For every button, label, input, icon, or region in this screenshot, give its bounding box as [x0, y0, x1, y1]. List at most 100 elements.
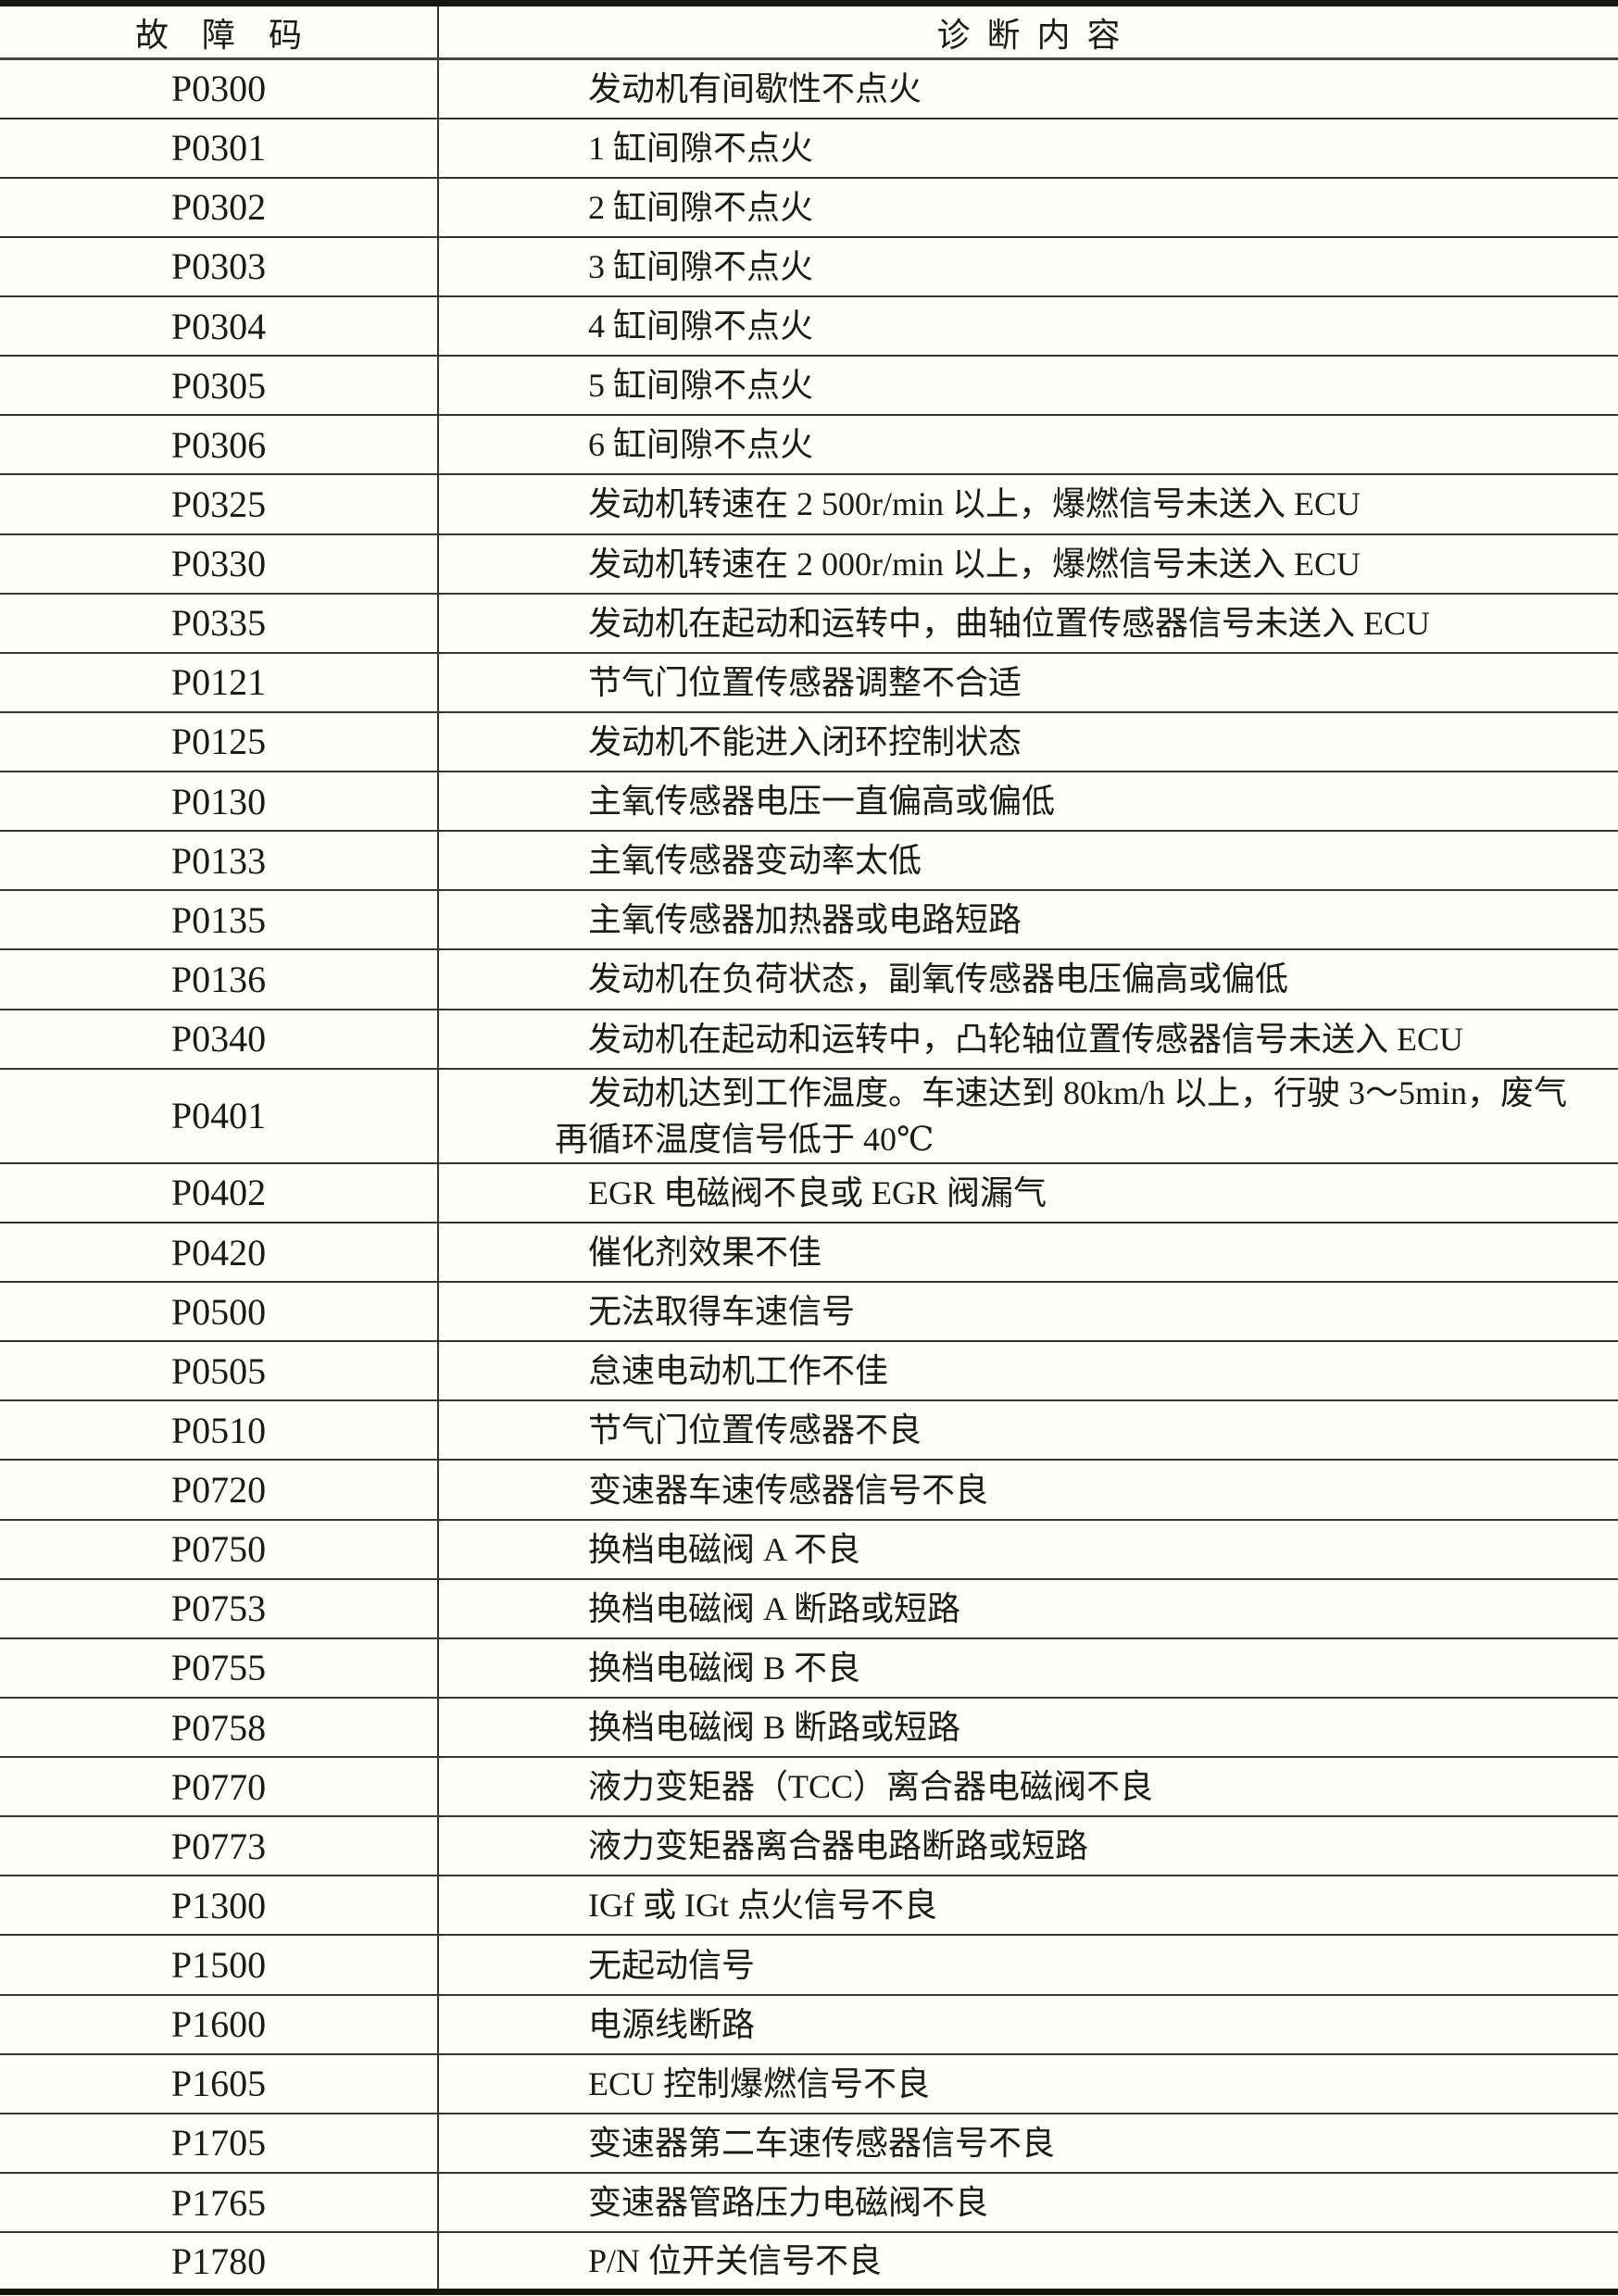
diagnosis-cell: 液力变矩器（TCC）离合器电磁阀不良 [438, 1757, 1618, 1818]
fault-code-cell: P0420 [0, 1222, 439, 1284]
table-row: P0305 5 缸间隙不点火 [0, 356, 1618, 417]
table-row: P0753 换档电磁阀 A 断路或短路 [0, 1578, 1618, 1639]
table-row: P0301 1 缸间隙不点火 [0, 118, 1618, 179]
table-row: P0133 主氧传感器变动率太低 [0, 831, 1618, 892]
diagnosis-cell: 无起动信号 [438, 1935, 1618, 1996]
diagnosis-cell: 怠速电动机工作不佳 [438, 1341, 1618, 1402]
diagnosis-cell: 2 缸间隙不点火 [438, 177, 1618, 238]
table-row: P0304 4 缸间隙不点火 [0, 296, 1618, 358]
fault-code-cell: P0136 [0, 949, 439, 1010]
fault-code-cell: P0510 [0, 1400, 439, 1462]
table-row: P0500 无法取得车速信号 [0, 1282, 1618, 1343]
diagnosis-cell: ECU 控制爆燃信号不良 [438, 2053, 1618, 2114]
fault-code-cell: P0755 [0, 1637, 439, 1699]
fault-code-cell: P1765 [0, 2172, 439, 2234]
table-row: P1605 ECU 控制爆燃信号不良 [0, 2053, 1618, 2114]
diagnosis-cell: 换档电磁阀 B 断路或短路 [438, 1697, 1618, 1759]
table-row: P0303 3 缸间隙不点火 [0, 236, 1618, 298]
table-row: P0510 节气门位置传感器不良 [0, 1400, 1618, 1462]
table-row: P0306 6 缸间隙不点火 [0, 415, 1618, 476]
table-row: P0750 换档电磁阀 A 不良 [0, 1519, 1618, 1580]
table-row: P1300 IGf 或 IGt 点火信号不良 [0, 1876, 1618, 1937]
fault-code-cell: P0401 [0, 1068, 439, 1164]
table-header-row: 故障码 诊断内容 [0, 3, 1618, 60]
table-row: P0401 发动机达到工作温度。车速达到 80km/h 以上，行驶 3～5min… [0, 1068, 1618, 1164]
table-row: P0135 主氧传感器加热器或电路短路 [0, 890, 1618, 951]
table-body: P0300 发动机有间歇性不点火 P0301 1 缸间隙不点火 P0302 2 … [0, 58, 1618, 2293]
fault-code-cell: P0305 [0, 356, 439, 417]
table-row: P0121 节气门位置传感器调整不合适 [0, 652, 1618, 713]
fault-code-cell: P0300 [0, 58, 439, 119]
table-row: P0330 发动机转速在 2 000r/min 以上，爆燃信号未送入 ECU [0, 533, 1618, 595]
fault-code-cell: P0340 [0, 1009, 439, 1070]
diagnosis-cell: 发动机在负荷状态，副氧传感器电压偏高或偏低 [438, 949, 1618, 1010]
table-row: P0340 发动机在起动和运转中，凸轮轴位置传感器信号未送入 ECU [0, 1009, 1618, 1070]
diagnosis-cell: 变速器管路压力电磁阀不良 [438, 2172, 1618, 2234]
table-row: P0420 催化剂效果不佳 [0, 1222, 1618, 1284]
table-row: P0130 主氧传感器电压一直偏高或偏低 [0, 772, 1618, 833]
fault-code-cell: P0301 [0, 118, 439, 179]
fault-code-cell: P0330 [0, 533, 439, 595]
fault-code-cell: P1705 [0, 2113, 439, 2174]
table-row: P0335 发动机在起动和运转中，曲轴位置传感器信号未送入 ECU [0, 593, 1618, 654]
diagnosis-cell: 节气门位置传感器调整不合适 [438, 652, 1618, 713]
table-row: P0505 怠速电动机工作不佳 [0, 1341, 1618, 1402]
diagnosis-cell: 发动机不能进入闭环控制状态 [438, 711, 1618, 773]
fault-code-cell: P0121 [0, 652, 439, 713]
diagnosis-cell: 换档电磁阀 A 断路或短路 [438, 1578, 1618, 1639]
diagnosis-cell: 节气门位置传感器不良 [438, 1400, 1618, 1462]
diagnosis-cell: 催化剂效果不佳 [438, 1222, 1618, 1284]
fault-code-cell: P0753 [0, 1578, 439, 1639]
fault-code-cell: P0770 [0, 1757, 439, 1818]
fault-code-cell: P0325 [0, 474, 439, 535]
table-row: P0125 发动机不能进入闭环控制状态 [0, 711, 1618, 773]
fault-code-cell: P0302 [0, 177, 439, 238]
fault-code-cell: P1780 [0, 2232, 439, 2293]
table-row: P0720 变速器车速传感器信号不良 [0, 1460, 1618, 1521]
fault-code-cell: P0750 [0, 1519, 439, 1580]
diagnosis-cell: 1 缸间隙不点火 [438, 118, 1618, 179]
diagnosis-cell: IGf 或 IGt 点火信号不良 [438, 1876, 1618, 1937]
table-row: P0755 换档电磁阀 B 不良 [0, 1637, 1618, 1699]
diagnosis-cell: 换档电磁阀 A 不良 [438, 1519, 1618, 1580]
diagnosis-cell: 无法取得车速信号 [438, 1282, 1618, 1343]
header-label-fault-code: 故障码 [134, 16, 335, 54]
diagnosis-cell: 主氧传感器变动率太低 [438, 831, 1618, 892]
fault-code-cell: P1600 [0, 1994, 439, 2055]
table-row: P0136 发动机在负荷状态，副氧传感器电压偏高或偏低 [0, 949, 1618, 1010]
table-row: P0325 发动机转速在 2 500r/min 以上，爆燃信号未送入 ECU [0, 474, 1618, 535]
fault-code-cell: P0303 [0, 236, 439, 298]
diagnosis-cell: 液力变矩器离合器电路断路或短路 [438, 1816, 1618, 1877]
diagnosis-cell: 主氧传感器加热器或电路短路 [438, 890, 1618, 951]
table-row: P1780 P/N 位开关信号不良 [0, 2232, 1618, 2293]
fault-code-cell: P0130 [0, 772, 439, 833]
header-label-diagnosis: 诊断内容 [936, 16, 1137, 54]
table-row: P0402 EGR 电磁阀不良或 EGR 阀漏气 [0, 1162, 1618, 1223]
diagnosis-cell: 发动机在起动和运转中，凸轮轴位置传感器信号未送入 ECU [438, 1009, 1618, 1070]
diagnosis-cell: 发动机转速在 2 000r/min 以上，爆燃信号未送入 ECU [438, 533, 1618, 595]
diagnosis-cell: 发动机在起动和运转中，曲轴位置传感器信号未送入 ECU [438, 593, 1618, 654]
fault-code-cell: P0306 [0, 415, 439, 476]
fault-code-cell: P1500 [0, 1935, 439, 1996]
diagnosis-cell: 变速器车速传感器信号不良 [438, 1460, 1618, 1521]
header-cell-diagnosis: 诊断内容 [438, 3, 1618, 60]
fault-code-cell: P0773 [0, 1816, 439, 1877]
fault-code-cell: P0335 [0, 593, 439, 654]
table-row: P0770 液力变矩器（TCC）离合器电磁阀不良 [0, 1757, 1618, 1818]
diagnosis-cell: 发动机达到工作温度。车速达到 80km/h 以上，行驶 3～5min，废气 再循… [438, 1068, 1618, 1164]
fault-code-cell: P1605 [0, 2053, 439, 2114]
fault-code-cell: P0125 [0, 711, 439, 773]
table-row: P1500 无起动信号 [0, 1935, 1618, 1996]
diagnosis-cell: 5 缸间隙不点火 [438, 356, 1618, 417]
diagnosis-cell: P/N 位开关信号不良 [438, 2232, 1618, 2293]
diagnosis-cell: 换档电磁阀 B 不良 [438, 1637, 1618, 1699]
diagnosis-cell: 主氧传感器电压一直偏高或偏低 [438, 772, 1618, 833]
table-row: P0300 发动机有间歇性不点火 [0, 58, 1618, 119]
table-row: P0773 液力变矩器离合器电路断路或短路 [0, 1816, 1618, 1877]
diagnosis-cell: 3 缸间隙不点火 [438, 236, 1618, 298]
diagnosis-cell: EGR 电磁阀不良或 EGR 阀漏气 [438, 1162, 1618, 1223]
table-row: P1600 电源线断路 [0, 1994, 1618, 2055]
diagnosis-cell: 6 缸间隙不点火 [438, 415, 1618, 476]
